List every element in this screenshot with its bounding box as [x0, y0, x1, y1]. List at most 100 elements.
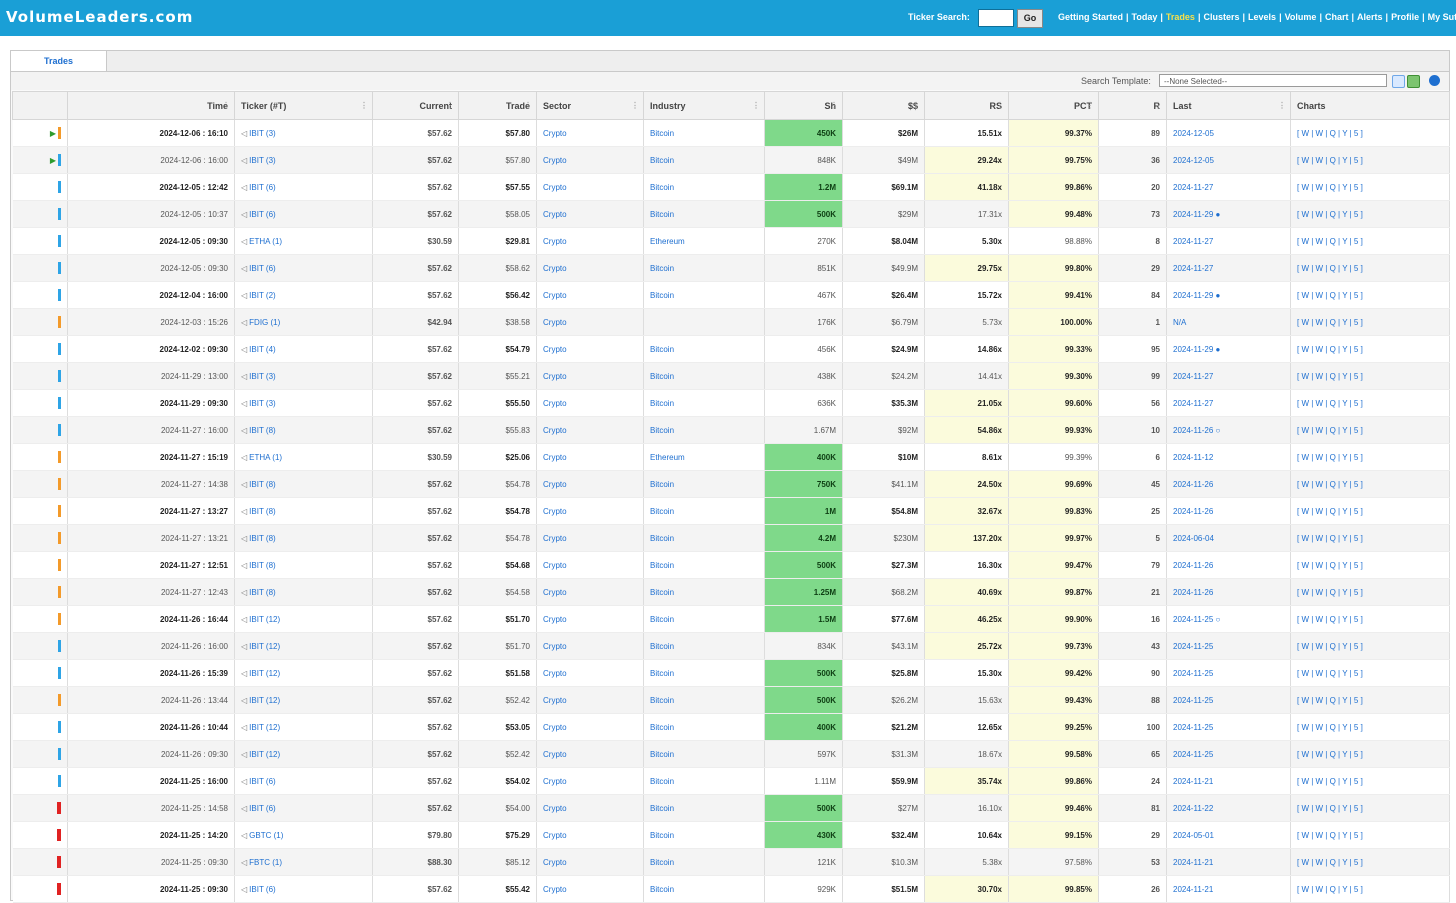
- sort-icon[interactable]: ⋮: [631, 101, 639, 110]
- sector-link[interactable]: Crypto: [543, 776, 567, 786]
- column-header-9[interactable]: PCT ⋮: [1008, 91, 1099, 120]
- ticker-link[interactable]: ETHA (1): [249, 452, 283, 462]
- last-date-link[interactable]: 2024-11-29 ●: [1173, 209, 1221, 219]
- site-logo[interactable]: VolumeLeaders.com: [6, 8, 194, 26]
- sector-link[interactable]: Crypto: [543, 560, 567, 570]
- charts-links[interactable]: [ W | W | Q | Y | 5 ]: [1297, 884, 1363, 894]
- charts-links[interactable]: [ W | W | Q | Y | 5 ]: [1297, 641, 1363, 651]
- ticker-link[interactable]: IBIT (12): [249, 641, 281, 651]
- ticker-link[interactable]: IBIT (3): [249, 155, 276, 165]
- ticker-link[interactable]: IBIT (8): [249, 560, 276, 570]
- charts-links[interactable]: [ W | W | Q | Y | 5 ]: [1297, 614, 1363, 624]
- charts-links[interactable]: [ W | W | Q | Y | 5 ]: [1297, 749, 1363, 759]
- industry-link[interactable]: Bitcoin: [650, 290, 675, 300]
- sector-link[interactable]: Crypto: [543, 452, 567, 462]
- chart-link-icon[interactable]: ◁: [241, 506, 248, 516]
- last-date-link[interactable]: 2024-11-26: [1173, 560, 1214, 570]
- table-row[interactable]: 2024-11-27 : 13:21 ◁ IBIT (8) $57.62 $54.78 C…: [12, 524, 1450, 552]
- ticker-search-go-button[interactable]: Go: [1017, 9, 1043, 28]
- sector-link[interactable]: Crypto: [543, 884, 567, 894]
- sector-link[interactable]: Crypto: [543, 479, 567, 489]
- chart-link-icon[interactable]: ◁: [241, 371, 248, 381]
- sector-link[interactable]: Crypto: [543, 128, 567, 138]
- sector-link[interactable]: Crypto: [543, 506, 567, 516]
- ticker-link[interactable]: GBTC (1): [249, 830, 284, 840]
- table-row[interactable]: 2024-12-03 : 15:26 ◁ FDIG (1) $42.94 $38.58 C…: [12, 308, 1450, 336]
- column-header-2[interactable]: Current ⋮: [372, 91, 459, 120]
- sector-link[interactable]: Crypto: [543, 614, 567, 624]
- chart-link-icon[interactable]: ◁: [241, 695, 248, 705]
- ticker-link[interactable]: IBIT (12): [249, 749, 281, 759]
- last-date-link[interactable]: 2024-11-27: [1173, 236, 1214, 246]
- last-date-link[interactable]: 2024-11-26 ○: [1173, 425, 1221, 435]
- industry-link[interactable]: Bitcoin: [650, 749, 675, 759]
- last-date-link[interactable]: 2024-11-21: [1173, 857, 1214, 867]
- table-row[interactable]: 2024-12-04 : 16:00 ◁ IBIT (2) $57.62 $56.42 C…: [12, 281, 1450, 309]
- last-date-link[interactable]: 2024-11-25: [1173, 749, 1214, 759]
- column-header-0[interactable]: Time ⋮: [67, 91, 235, 120]
- industry-link[interactable]: Bitcoin: [650, 479, 675, 489]
- charts-links[interactable]: [ W | W | Q | Y | 5 ]: [1297, 479, 1363, 489]
- charts-links[interactable]: [ W | W | Q | Y | 5 ]: [1297, 182, 1363, 192]
- settings-icon[interactable]: [1429, 75, 1440, 86]
- chart-link-icon[interactable]: ◁: [241, 290, 248, 300]
- sector-link[interactable]: Crypto: [543, 749, 567, 759]
- ticker-link[interactable]: IBIT (8): [249, 533, 276, 543]
- sort-icon[interactable]: ⋮: [1278, 101, 1286, 110]
- nav-link-1[interactable]: Today: [1131, 12, 1158, 22]
- last-date-link[interactable]: 2024-11-27: [1173, 263, 1214, 273]
- table-row[interactable]: 2024-11-26 : 09:30 ◁ IBIT (12) $57.62 $52.42…: [12, 740, 1450, 768]
- column-header-5[interactable]: Industry ⋮: [643, 91, 765, 120]
- charts-links[interactable]: [ W | W | Q | Y | 5 ]: [1297, 209, 1363, 219]
- column-header-7[interactable]: $$ ⋮: [842, 91, 925, 120]
- table-row[interactable]: 2024-11-27 : 16:00 ◁ IBIT (8) $57.62 $55.83 C…: [12, 416, 1450, 444]
- ticker-link[interactable]: IBIT (6): [249, 182, 276, 192]
- ticker-link[interactable]: ETHA (1): [249, 236, 283, 246]
- charts-links[interactable]: [ W | W | Q | Y | 5 ]: [1297, 560, 1363, 570]
- industry-link[interactable]: Bitcoin: [650, 641, 675, 651]
- nav-link-2[interactable]: Trades: [1165, 12, 1195, 22]
- ticker-link[interactable]: IBIT (2): [249, 290, 276, 300]
- table-row[interactable]: 2024-11-25 : 09:30 ◁ IBIT (6) $57.62 $55.42 C…: [12, 875, 1450, 903]
- industry-link[interactable]: Bitcoin: [650, 614, 675, 624]
- nav-link-3[interactable]: Clusters: [1203, 12, 1240, 22]
- ticker-link[interactable]: IBIT (8): [249, 587, 276, 597]
- charts-links[interactable]: [ W | W | Q | Y | 5 ]: [1297, 857, 1363, 867]
- chart-link-icon[interactable]: ◁: [241, 155, 248, 165]
- chart-link-icon[interactable]: ◁: [241, 236, 248, 246]
- charts-links[interactable]: [ W | W | Q | Y | 5 ]: [1297, 236, 1363, 246]
- ticker-link[interactable]: IBIT (12): [249, 668, 281, 678]
- last-date-link[interactable]: 2024-11-26: [1173, 479, 1214, 489]
- industry-link[interactable]: Bitcoin: [650, 668, 675, 678]
- industry-link[interactable]: Bitcoin: [650, 560, 675, 570]
- table-row[interactable]: 2024-11-27 : 13:27 ◁ IBIT (8) $57.62 $54.78 C…: [12, 497, 1450, 525]
- table-row[interactable]: 2024-11-29 : 13:00 ◁ IBIT (3) $57.62 $55.21 C…: [12, 362, 1450, 390]
- table-row[interactable]: 2024-12-05 : 10:37 ◁ IBIT (6) $57.62 $58.05 C…: [12, 200, 1450, 228]
- sort-icon[interactable]: ⋮: [1086, 101, 1094, 110]
- chart-link-icon[interactable]: ◁: [241, 209, 248, 219]
- ticker-search-input[interactable]: [978, 9, 1014, 27]
- sort-icon[interactable]: ⋮: [830, 101, 838, 110]
- sector-link[interactable]: Crypto: [543, 641, 567, 651]
- table-row[interactable]: 2024-11-26 : 10:44 ◁ IBIT (12) $57.62 $53.05…: [12, 713, 1450, 741]
- table-row[interactable]: ▶ 2024-12-06 : 16:10 ◁ IBIT (3) $57.62 $57.80…: [12, 119, 1450, 147]
- charts-links[interactable]: [ W | W | Q | Y | 5 ]: [1297, 425, 1363, 435]
- column-header-4[interactable]: Sector ⋮: [536, 91, 644, 120]
- charts-links[interactable]: [ W | W | Q | Y | 5 ]: [1297, 506, 1363, 516]
- play-icon[interactable]: ▶: [49, 128, 56, 138]
- industry-link[interactable]: Bitcoin: [650, 884, 675, 894]
- table-row[interactable]: 2024-11-26 : 16:00 ◁ IBIT (12) $57.62 $51.70…: [12, 632, 1450, 660]
- charts-links[interactable]: [ W | W | Q | Y | 5 ]: [1297, 722, 1363, 732]
- sector-link[interactable]: Crypto: [543, 155, 567, 165]
- edit-icon[interactable]: [1392, 75, 1405, 88]
- last-date-link[interactable]: 2024-11-25 ○: [1173, 614, 1221, 624]
- table-row[interactable]: 2024-11-27 : 12:51 ◁ IBIT (8) $57.62 $54.68 C…: [12, 551, 1450, 579]
- table-row[interactable]: 2024-11-26 : 16:44 ◁ IBIT (12) $57.62 $51.70…: [12, 605, 1450, 633]
- sort-icon[interactable]: ⋮: [996, 101, 1004, 110]
- sector-link[interactable]: Crypto: [543, 209, 567, 219]
- chart-link-icon[interactable]: ◁: [241, 857, 248, 867]
- column-header-12[interactable]: Charts: [1290, 91, 1450, 120]
- ticker-link[interactable]: IBIT (6): [249, 263, 276, 273]
- sector-link[interactable]: Crypto: [543, 263, 567, 273]
- play-icon[interactable]: ▶: [49, 155, 56, 165]
